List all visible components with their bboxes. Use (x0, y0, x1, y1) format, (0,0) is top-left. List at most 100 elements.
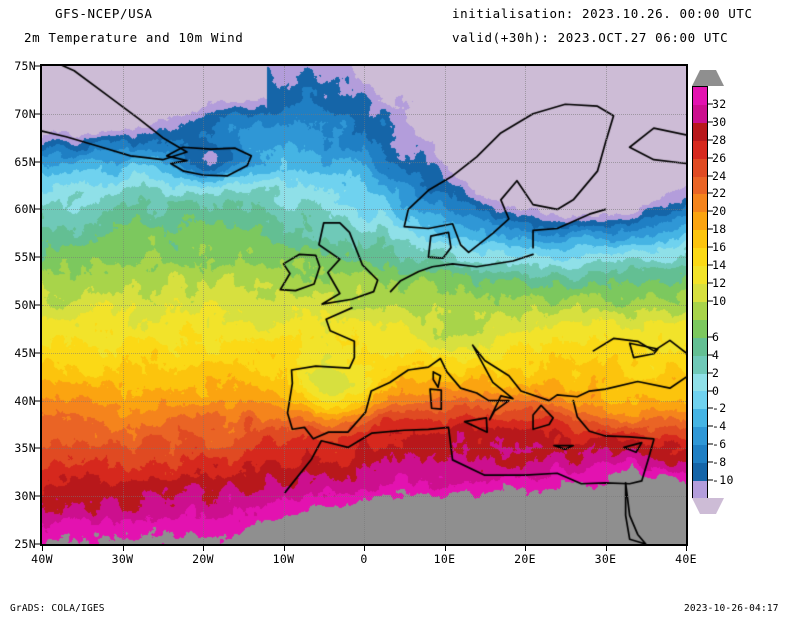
latitude-tick-mark (34, 113, 40, 115)
gridline-horizontal (42, 352, 686, 354)
colorbar-swatch (693, 355, 707, 374)
longitude-tick-label: 20W (192, 552, 214, 566)
colorbar-tick-label: 30 (712, 114, 727, 129)
colorbar-tick-mark (708, 139, 713, 141)
colorbar-tick-label: -2 (712, 401, 727, 416)
colorbar-swatch (693, 266, 707, 284)
latitude-tick-label: 25N (14, 537, 36, 551)
colorbar-over-arrow (692, 70, 724, 86)
variables-subtitle: 2m Temperature and 10m Wind (24, 30, 244, 45)
latitude-tick-label: 55N (14, 250, 36, 265)
longitude-tick-label: 40E (675, 552, 697, 566)
colorbar-tick-mark (708, 425, 713, 427)
colorbar-swatch (693, 122, 707, 141)
colorbar-tick-mark (708, 336, 713, 338)
latitude-tick-mark (34, 495, 40, 497)
colorbar-tick-mark (708, 264, 713, 266)
longitude-tick-mark (203, 545, 204, 551)
footer-timestamp: 2023-10-26-04:17 (684, 603, 779, 614)
colorbar-tick-label: 2 (712, 365, 720, 380)
longitude-tick-label: 30E (594, 552, 617, 566)
colorbar-tick-mark (708, 372, 713, 374)
colorbar-tick-mark (708, 461, 713, 463)
colorbar-tick-label: 6 (712, 329, 720, 344)
colorbar-tick-label: 14 (712, 258, 727, 273)
colorbar-tick-label: -6 (712, 437, 727, 452)
colorbar-tick-mark (708, 443, 713, 445)
colorbar-swatch (693, 283, 707, 302)
valid-time: valid(+30h): 2023.OCT.27 06:00 UTC (452, 30, 729, 45)
colorbar-tick-label: 26 (712, 150, 727, 165)
latitude-tick-mark (34, 208, 40, 210)
gridline-horizontal (42, 113, 686, 115)
colorbar-swatch (693, 480, 707, 499)
colorbar-swatch (693, 301, 707, 320)
colorbar-swatch (693, 319, 707, 338)
latitude-tick-mark (34, 400, 40, 402)
longitude-tick-label: 30W (111, 552, 134, 566)
latitude-tick-label: 65N (14, 154, 36, 169)
gridline-horizontal (42, 209, 686, 211)
colorbar-tick-label: -10 (712, 473, 734, 488)
colorbar-swatch (693, 337, 707, 356)
colorbar-tick-label: 18 (712, 222, 727, 237)
latitude-tick-label: 75N (14, 59, 36, 73)
longitude-tick-mark (364, 545, 365, 551)
latitude-tick-mark (34, 352, 40, 354)
gridline-horizontal (42, 161, 686, 163)
latitude-tick-mark (34, 304, 40, 306)
map-plot-frame (40, 64, 688, 546)
longitude-tick-mark (605, 545, 607, 551)
colorbar-under-arrow (692, 498, 724, 514)
colorbar-swatch (693, 87, 707, 105)
colorbar-tick-label: 12 (712, 276, 727, 291)
colorbar-tick-label: -8 (712, 455, 727, 470)
longitude-tick-label: 20E (514, 552, 536, 566)
colorbar-swatch (693, 248, 707, 267)
gridline-horizontal (42, 257, 686, 259)
longitude-tick-mark (686, 545, 687, 551)
longitude-tick-mark (122, 545, 124, 551)
colorbar-tick-label: 10 (712, 293, 727, 308)
colorbar-tick-mark (708, 300, 713, 302)
initialisation-time: initialisation: 2023.10.26. 00:00 UTC (452, 6, 753, 21)
longitude-tick-mark (42, 545, 43, 551)
latitude-tick-mark (34, 543, 40, 545)
colorbar-tick-mark (708, 479, 713, 481)
model-title: GFS-NCEP/USA (55, 6, 153, 21)
colorbar-tick-mark (708, 390, 713, 392)
colorbar-swatch (693, 194, 707, 213)
colorbar-tick-label: 24 (712, 168, 727, 183)
gridline-horizontal (42, 448, 686, 450)
latitude-tick-label: 35N (14, 441, 36, 456)
latitude-tick-label: 40N (14, 393, 36, 408)
longitude-tick-label: 10E (433, 552, 456, 566)
longitude-tick-mark (525, 545, 526, 551)
gridline-horizontal (42, 400, 686, 402)
colorbar-tick-mark (708, 228, 713, 230)
colorbar-swatch (693, 158, 707, 177)
colorbar-tick-mark (708, 246, 713, 248)
latitude-tick-label: 50N (14, 298, 36, 312)
colorbar-swatch (693, 427, 707, 446)
colorbar-tick-label: 22 (712, 186, 727, 201)
colorbar-tick-label: 28 (712, 132, 727, 147)
colorbar-swatch (693, 230, 707, 249)
colorbar-tick-label: -4 (712, 419, 727, 434)
colorbar-tick-label: 16 (712, 240, 727, 255)
latitude-tick-label: 60N (14, 202, 36, 217)
colorbar-tick-mark (708, 407, 713, 409)
temperature-colorbar (692, 86, 708, 499)
colorbar-tick-mark (708, 282, 713, 284)
longitude-tick-mark (283, 545, 285, 551)
longitude-tick-label: 40W (31, 552, 53, 566)
longitude-tick-mark (444, 545, 446, 551)
colorbar-swatch (693, 409, 707, 428)
colorbar-tick-mark (708, 103, 713, 105)
footer-credit: GrADS: COLA/IGES (10, 603, 105, 614)
latitude-tick-mark (34, 65, 40, 67)
gridline-horizontal (42, 305, 686, 306)
colorbar-tick-mark (708, 210, 713, 212)
latitude-tick-mark (34, 447, 40, 449)
longitude-tick-label: 10W (272, 552, 295, 566)
